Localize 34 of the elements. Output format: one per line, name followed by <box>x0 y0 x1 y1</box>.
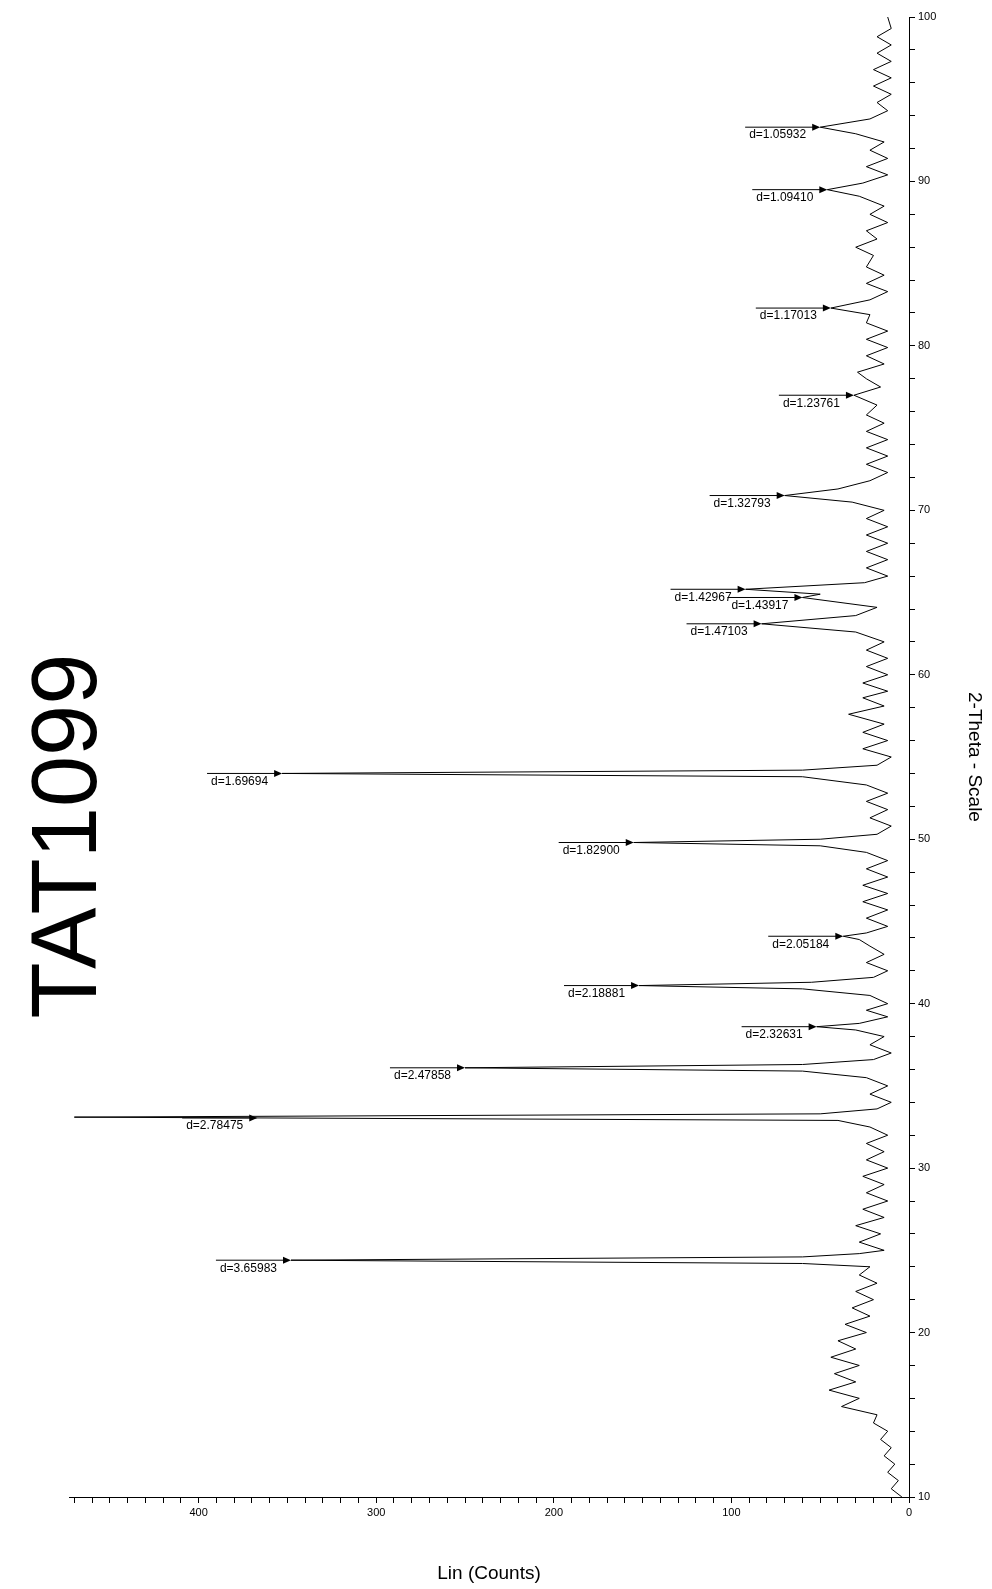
annotation: d=1.42967 <box>674 589 732 604</box>
annotation: d=1.09410 <box>756 189 814 204</box>
y-tick-label: 80 <box>918 338 931 351</box>
annotation: d=3.65983 <box>219 1260 278 1275</box>
annotation: d=1.17013 <box>759 308 818 323</box>
y-tick-label: 10 <box>918 1490 931 1503</box>
y-tick-label: 30 <box>918 1161 931 1174</box>
y-tick-label: 70 <box>918 503 931 516</box>
x-tick-label: 300 <box>367 1505 386 1518</box>
x-tick-label: 100 <box>722 1505 741 1518</box>
x-tick-label: 200 <box>544 1505 563 1518</box>
annotation: d=1.23761 <box>782 395 841 410</box>
annotation: d=2.32631 <box>745 1027 803 1041</box>
y-tick-label: 90 <box>918 174 931 187</box>
y-tick-label: 60 <box>918 667 931 680</box>
y-tick-label: 50 <box>918 832 931 845</box>
text: TAT1099 <box>13 653 115 1019</box>
x-tick-label: 400 <box>189 1505 208 1518</box>
annotation: d=1.47103 <box>690 624 748 639</box>
x-axis-title: Lin (Counts) <box>437 1561 541 1583</box>
annotation: d=2.47858 <box>393 1068 452 1083</box>
y-tick-label: 20 <box>918 1325 931 1338</box>
annotation: d=1.69694 <box>211 773 269 788</box>
annotation: d=1.43917 <box>731 597 789 612</box>
y-axis-title: 2-Theta - Scale <box>965 692 987 822</box>
annotation: d=2.18881 <box>568 985 626 1000</box>
y-tick-label: 100 <box>918 10 937 23</box>
annotation: d=1.82900 <box>562 842 621 857</box>
y-tick-label: 40 <box>918 996 931 1009</box>
annotation: d=2.05184 <box>772 936 830 951</box>
x-tick-label: 0 <box>905 1505 913 1518</box>
annotation: d=2.78475 <box>186 1118 244 1133</box>
annotation: d=1.32793 <box>713 495 772 510</box>
annotation: d=1.05932 <box>749 127 807 142</box>
